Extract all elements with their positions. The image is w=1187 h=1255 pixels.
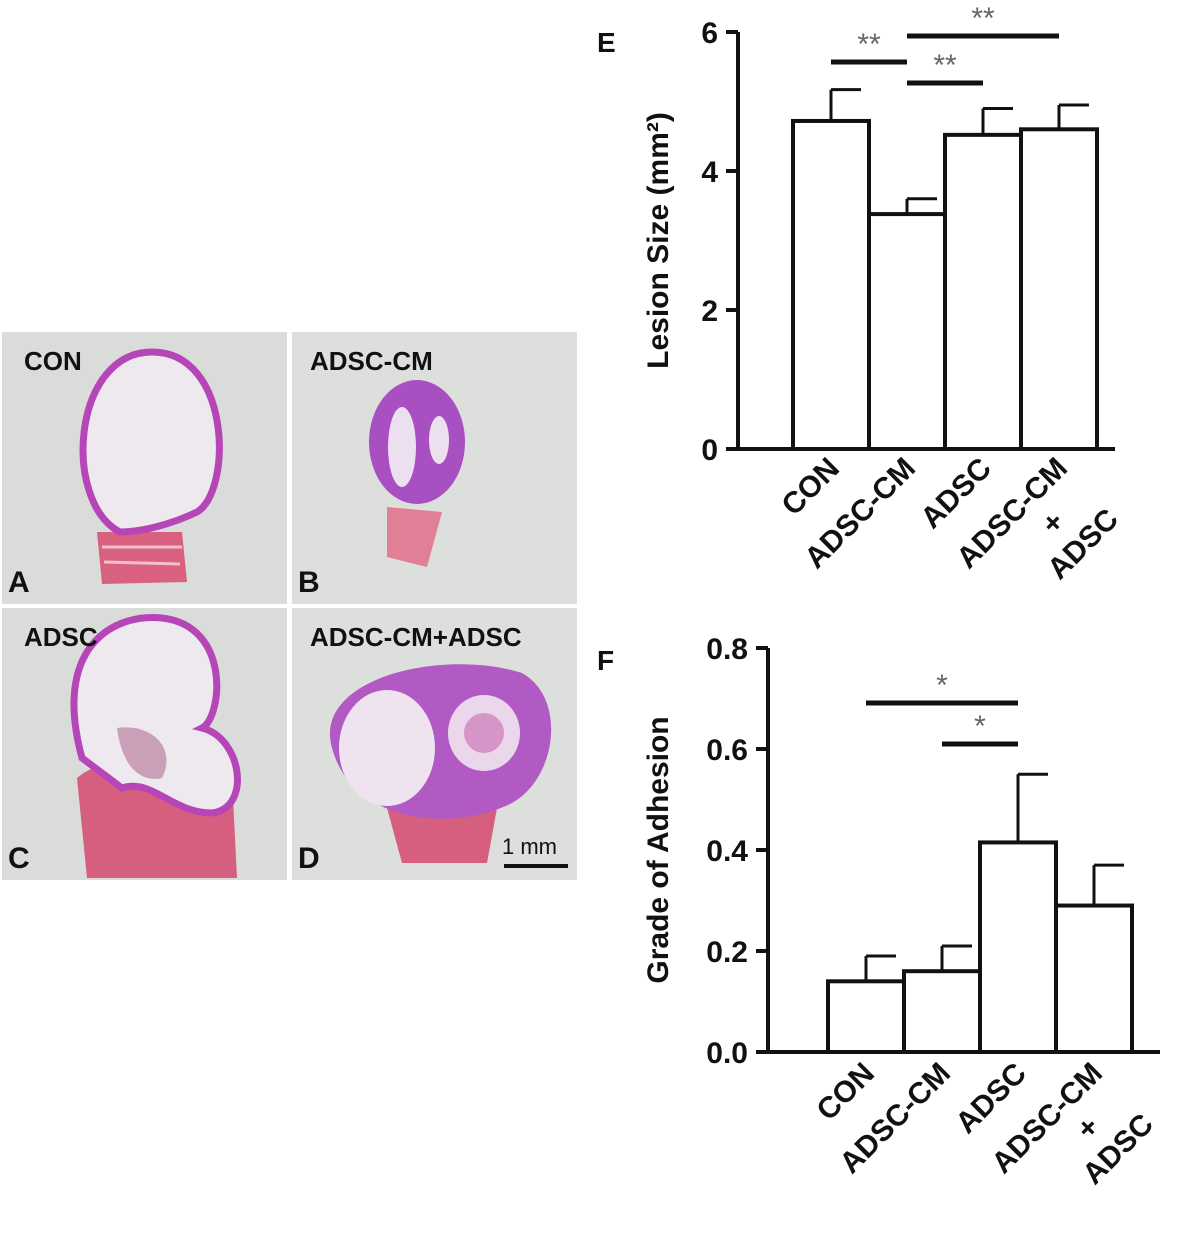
- bar: [791, 118, 871, 452]
- y-tick-label: 0.2: [706, 936, 748, 969]
- y-tick-label: 0.6: [706, 734, 748, 767]
- significance-label: **: [971, 2, 995, 35]
- x-category-label: CON: [810, 1057, 880, 1127]
- y-tick-label: 6: [701, 17, 718, 50]
- micrograph-d-image: [292, 608, 577, 880]
- micrograph-d: ADSC-CM+ADSC D 1 mm: [292, 608, 577, 880]
- chart-f-panel-letter: F: [597, 645, 614, 676]
- micrograph-b-image: [292, 332, 577, 604]
- micrograph-b-label: ADSC-CM: [310, 346, 433, 376]
- micrograph-c-label: ADSC: [24, 622, 98, 652]
- significance-label: *: [974, 710, 986, 743]
- scale-bar: [504, 864, 568, 868]
- y-tick-label: 4: [701, 156, 718, 189]
- micrograph-c-image: [2, 608, 287, 880]
- micrograph-b-letter: B: [298, 566, 320, 599]
- bar: [1054, 903, 1134, 1054]
- significance-label: *: [936, 669, 948, 702]
- micrograph-b: ADSC-CM B: [292, 332, 577, 604]
- micrograph-c-letter: C: [8, 842, 30, 875]
- bar: [1019, 127, 1099, 452]
- bar: [978, 840, 1058, 1054]
- y-tick-label: 0: [701, 434, 718, 467]
- bar: [867, 212, 947, 451]
- y-tick-label: 2: [701, 295, 718, 328]
- y-axis-label: Lesion Size (mm²): [642, 112, 675, 369]
- bar: [826, 979, 906, 1054]
- micrograph-panel: CON A ADSC-CM B ADSC C: [0, 330, 580, 880]
- bar: [902, 969, 982, 1055]
- y-tick-label: 0.8: [706, 633, 748, 666]
- y-axis-label: Grade of Adhesion: [642, 716, 675, 983]
- bar: [943, 132, 1023, 452]
- micrograph-c: ADSC C: [2, 608, 287, 880]
- micrograph-d-letter: D: [298, 842, 320, 875]
- micrograph-a: CON A: [2, 332, 287, 604]
- micrograph-d-label: ADSC-CM+ADSC: [310, 622, 522, 652]
- chart-e-panel-letter: E: [597, 27, 616, 58]
- y-tick-label: 0.0: [706, 1037, 748, 1070]
- scale-bar-label: 1 mm: [502, 834, 557, 859]
- significance-label: **: [933, 49, 957, 82]
- micrograph-a-label: CON: [24, 346, 82, 376]
- micrograph-a-letter: A: [8, 566, 30, 599]
- x-category-label: CON: [775, 452, 845, 522]
- y-tick-label: 0.4: [706, 835, 748, 868]
- micrograph-a-image: [2, 332, 287, 604]
- significance-label: **: [857, 28, 881, 61]
